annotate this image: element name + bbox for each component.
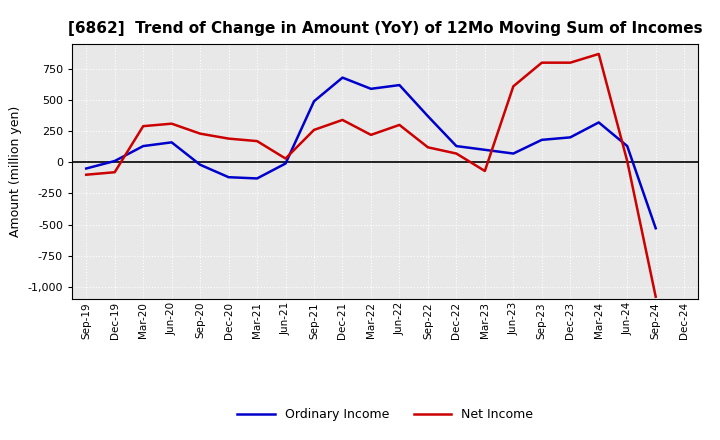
Net Income [366,132,375,138]
Net Income [509,84,518,89]
Net Income [595,51,603,57]
Ordinary Income [196,162,204,167]
Ordinary Income [395,82,404,88]
Net Income [167,121,176,126]
Ordinary Income [310,99,318,104]
Ordinary Income [480,147,489,152]
Net Income [225,136,233,141]
Net Income [110,169,119,175]
Net Income [338,117,347,123]
Net Income [310,127,318,132]
Net Income [623,158,631,164]
Y-axis label: Amount (million yen): Amount (million yen) [9,106,22,237]
Ordinary Income [366,86,375,92]
Ordinary Income [423,114,432,119]
Ordinary Income [338,75,347,80]
Line: Ordinary Income: Ordinary Income [86,77,656,228]
Net Income [566,60,575,65]
Ordinary Income [509,151,518,156]
Net Income [253,139,261,144]
Ordinary Income [595,120,603,125]
Ordinary Income [652,226,660,231]
Net Income [537,60,546,65]
Ordinary Income [566,135,575,140]
Ordinary Income [537,137,546,143]
Net Income [452,151,461,156]
Ordinary Income [282,161,290,166]
Ordinary Income [82,166,91,171]
Ordinary Income [167,140,176,145]
Net Income [139,124,148,129]
Net Income [480,169,489,174]
Ordinary Income [139,143,148,149]
Line: Net Income: Net Income [86,54,656,297]
Ordinary Income [110,158,119,164]
Net Income [82,172,91,177]
Legend: Ordinary Income, Net Income: Ordinary Income, Net Income [232,403,539,425]
Net Income [282,156,290,161]
Net Income [652,294,660,299]
Net Income [395,122,404,128]
Ordinary Income [225,175,233,180]
Title: [6862]  Trend of Change in Amount (YoY) of 12Mo Moving Sum of Incomes: [6862] Trend of Change in Amount (YoY) o… [68,21,703,36]
Net Income [423,145,432,150]
Ordinary Income [452,143,461,149]
Net Income [196,131,204,136]
Ordinary Income [623,143,631,149]
Ordinary Income [253,176,261,181]
